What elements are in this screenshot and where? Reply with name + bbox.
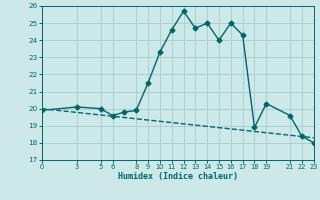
- X-axis label: Humidex (Indice chaleur): Humidex (Indice chaleur): [118, 172, 237, 181]
